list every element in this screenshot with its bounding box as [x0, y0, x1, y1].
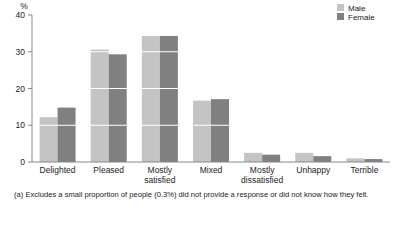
x-tick-label-line: Mostly	[250, 165, 275, 175]
x-tick-label: Mostlysatisfied	[144, 165, 175, 185]
grid-line	[32, 15, 390, 16]
y-tick-label: 40	[16, 10, 26, 20]
y-tick	[28, 15, 32, 16]
x-tick-label-line: Unhappy	[296, 165, 331, 175]
bar	[313, 156, 331, 162]
bar	[142, 36, 160, 162]
grid-line	[32, 125, 390, 126]
legend-swatch	[337, 4, 344, 11]
x-tick-label: Pleased	[93, 165, 124, 175]
y-tick	[28, 125, 32, 126]
y-tick	[28, 162, 32, 163]
bar	[160, 36, 178, 162]
y-tick	[28, 88, 32, 89]
bar	[211, 99, 229, 162]
bar	[91, 50, 109, 162]
bar	[40, 117, 58, 162]
x-tick-label-line: Delighted	[40, 165, 76, 175]
y-tick-label: 30	[16, 47, 26, 57]
x-tick-label-line: Pleased	[93, 165, 124, 175]
x-tick-label-line: satisfied	[144, 175, 175, 185]
x-tick-label-line: Terrible	[350, 165, 378, 175]
grid-line	[32, 51, 390, 52]
bar	[58, 108, 76, 162]
bar	[262, 155, 280, 162]
x-tick-label: Mixed	[200, 165, 223, 175]
x-tick-label: Unhappy	[296, 165, 331, 175]
chart: %010203040DelightedPleasedMostlysatisfie…	[0, 0, 397, 190]
legend-label: Male	[348, 4, 366, 13]
x-tick-label: Terrible	[350, 165, 378, 175]
bar	[109, 54, 127, 162]
bar	[295, 153, 313, 162]
x-tick-label: Mostlydissatisfied	[241, 165, 283, 185]
y-tick-label: 20	[16, 84, 26, 94]
legend-label: Female	[348, 13, 375, 22]
grid-line	[32, 88, 390, 89]
y-axis	[32, 15, 33, 162]
legend-swatch	[337, 13, 344, 20]
bar	[193, 101, 211, 162]
x-tick-label-line: Mostly	[148, 165, 173, 175]
x-axis	[32, 162, 390, 163]
x-tick-label-line: Mixed	[200, 165, 223, 175]
bars	[32, 15, 390, 162]
x-tick-label-line: dissatisfied	[241, 175, 283, 185]
bar	[346, 158, 364, 162]
y-tick-label: 10	[16, 120, 26, 130]
footnote: (a) Excludes a small proportion of peopl…	[14, 190, 392, 200]
y-tick	[28, 51, 32, 52]
x-tick-label: Delighted	[40, 165, 76, 175]
y-tick-label: 0	[20, 157, 25, 167]
bar	[244, 153, 262, 162]
